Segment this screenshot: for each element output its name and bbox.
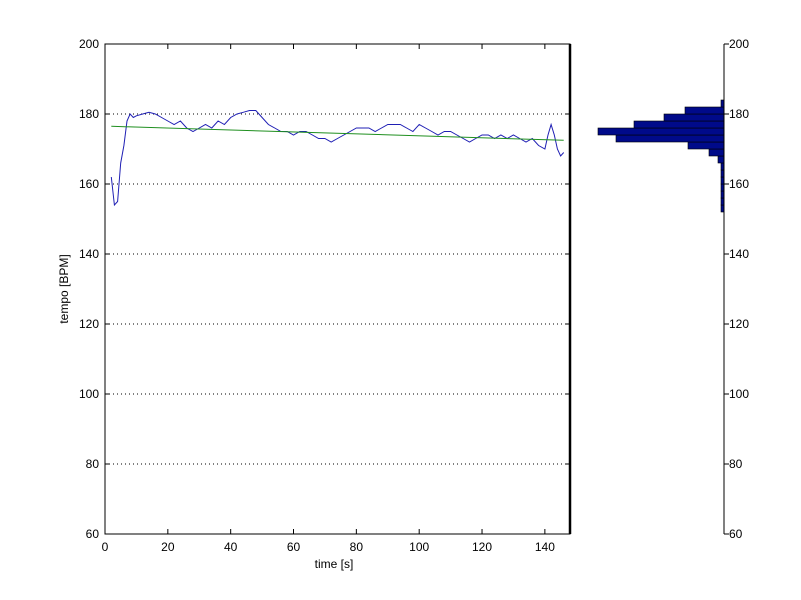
x-tick-label: 140 [535, 540, 555, 554]
x-tick-label: 100 [409, 540, 429, 554]
right-y-tick-label: 60 [729, 527, 743, 541]
x-tick-label: 20 [161, 540, 175, 554]
tempo-timeseries-panel: 0 20 40 60 80 100 120 140 60 80 100 120 140 160 180 20… [57, 37, 571, 571]
y-tick-label: 200 [79, 37, 99, 51]
x-tick-label: 80 [350, 540, 364, 554]
y-tick-label: 140 [79, 247, 99, 261]
right-y-tick-label: 80 [729, 457, 743, 471]
right-y-tick-label: 140 [729, 247, 749, 261]
right-y-tick-label: 180 [729, 107, 749, 121]
x-tick-label: 60 [287, 540, 301, 554]
right-y-tick-label: 120 [729, 317, 749, 331]
histogram-bar [708, 148, 725, 157]
x-tick-label: 40 [224, 540, 238, 554]
y-tick-label: 60 [86, 527, 100, 541]
x-tick-label: 0 [102, 540, 109, 554]
plot-area [105, 44, 570, 534]
trend-line [111, 125, 564, 141]
right-y-axis-ticks: 60 80 100 120 140 160 180 200 [724, 37, 749, 541]
histogram-bar [663, 113, 725, 122]
y-tick-label: 100 [79, 387, 99, 401]
x-axis-label: time [s] [315, 557, 354, 571]
right-y-tick-label: 100 [729, 387, 749, 401]
series-group [110, 110, 565, 207]
y-tick-label: 160 [79, 177, 99, 191]
right-y-tick-label: 160 [729, 177, 749, 191]
y-tick-label: 80 [86, 457, 100, 471]
x-axis-ticks: 0 20 40 60 80 100 120 140 [102, 44, 555, 554]
y-axis-label: tempo [BPM] [57, 254, 71, 323]
y-tick-label: 180 [79, 107, 99, 121]
gridlines [105, 113, 570, 465]
histogram-bars [597, 99, 725, 213]
histogram-bar [717, 155, 725, 164]
right-y-tick-label: 200 [729, 37, 749, 51]
y-tick-label: 120 [79, 317, 99, 331]
histogram-bar [684, 106, 725, 115]
histogram-bar [597, 127, 725, 136]
tempo-line [110, 110, 565, 207]
histogram-bar [687, 141, 725, 150]
histogram-bar [615, 134, 725, 143]
x-tick-label: 120 [472, 540, 492, 554]
tempo-histogram-panel: 60 80 100 120 140 160 180 200 [597, 37, 749, 541]
histogram-bar [633, 120, 725, 129]
